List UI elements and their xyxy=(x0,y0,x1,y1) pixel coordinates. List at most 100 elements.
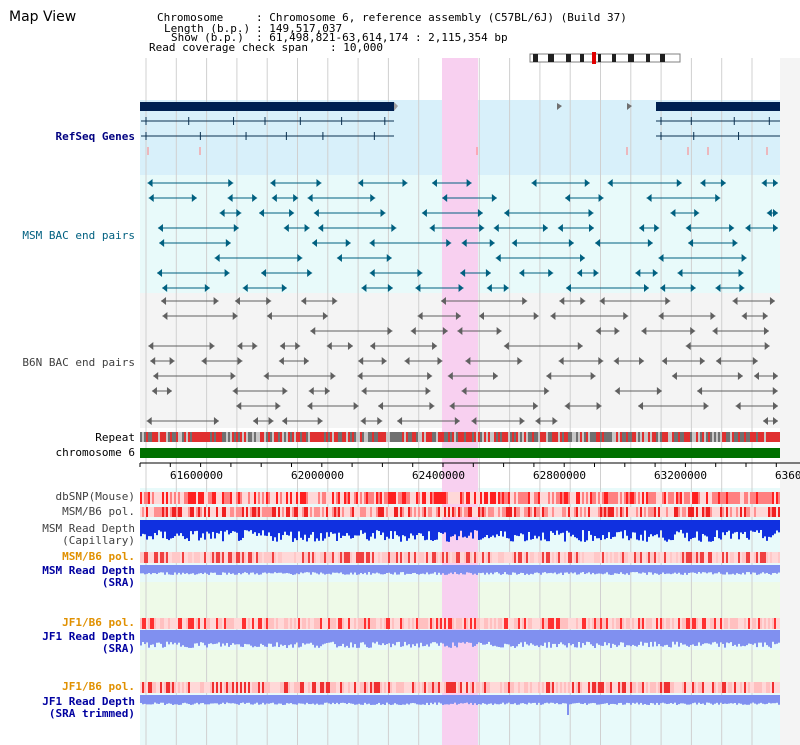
heat-mark xyxy=(224,618,226,629)
heat-mark xyxy=(198,507,200,517)
heat-mark xyxy=(316,682,318,693)
depth-bar xyxy=(754,520,756,532)
depth-bar xyxy=(560,695,562,705)
heat-mark xyxy=(668,682,670,693)
bac-end xyxy=(370,194,376,202)
repeat-mark xyxy=(516,432,518,442)
depth-bar xyxy=(330,630,332,643)
heat-mark xyxy=(370,492,372,504)
depth-bar xyxy=(270,520,272,537)
heat-mark xyxy=(318,507,320,517)
depth-bar xyxy=(384,630,386,646)
coverage-value: : 10,000 xyxy=(330,41,383,54)
depth-bar xyxy=(212,630,214,645)
depth-bar xyxy=(504,565,506,573)
heat-mark xyxy=(396,618,398,629)
heat-mark xyxy=(416,552,418,563)
heat-mark xyxy=(486,492,488,504)
bac-end xyxy=(738,269,744,277)
heat-mark xyxy=(410,552,412,563)
repeat-mark xyxy=(710,432,712,442)
heat-mark xyxy=(674,552,676,563)
bac-end xyxy=(232,312,238,320)
heat-mark xyxy=(678,682,680,693)
depth-bar xyxy=(536,520,538,539)
bac-end xyxy=(157,269,163,277)
bac-end xyxy=(252,417,258,425)
repeat-mark xyxy=(634,432,636,442)
depth-bar xyxy=(516,565,518,575)
heat-mark xyxy=(378,492,380,504)
heat-mark xyxy=(188,507,190,517)
depth-bar xyxy=(330,520,332,533)
bac-end xyxy=(461,239,467,247)
heat-mark xyxy=(598,618,600,629)
depth-bar xyxy=(430,695,432,703)
heat-mark xyxy=(274,552,276,563)
track-label-msm-bac[interactable]: MSM BAC end pairs xyxy=(22,229,135,242)
heat-mark xyxy=(202,552,204,563)
heat-mark xyxy=(550,492,552,504)
heat-mark xyxy=(302,618,304,629)
bac-end xyxy=(157,224,163,232)
depth-bar xyxy=(236,695,238,705)
depth-bar xyxy=(502,520,504,537)
bac-end xyxy=(307,194,313,202)
heat-mark xyxy=(192,618,194,629)
heat-mark xyxy=(148,507,150,517)
heat-mark xyxy=(380,552,382,563)
depth-bar xyxy=(238,695,240,705)
heat-mark xyxy=(504,682,506,693)
heat-mark xyxy=(146,507,148,517)
heat-mark xyxy=(604,492,606,504)
depth-bar xyxy=(768,630,770,647)
heat-mark xyxy=(274,492,276,504)
bac-end xyxy=(432,342,438,350)
heat-mark xyxy=(722,492,724,504)
depth-bar xyxy=(452,695,454,704)
heat-mark xyxy=(400,507,402,517)
heat-mark xyxy=(464,507,466,517)
heat-mark xyxy=(666,492,668,504)
heat-mark xyxy=(474,507,476,517)
heat-mark xyxy=(422,682,424,693)
repeat-mark xyxy=(358,432,360,442)
track-label-refseq[interactable]: RefSeq Genes xyxy=(55,130,135,143)
depth-bar xyxy=(374,695,376,705)
bac-end xyxy=(148,194,154,202)
depth-bar xyxy=(156,695,158,704)
depth-bar xyxy=(144,565,146,575)
heat-mark xyxy=(772,492,774,504)
heat-mark xyxy=(244,618,246,629)
depth-bar xyxy=(456,520,458,541)
depth-bar xyxy=(460,630,462,643)
heat-mark xyxy=(510,507,512,517)
heat-mark xyxy=(680,682,682,693)
depth-bar xyxy=(390,565,392,574)
track-label-b6n-bac[interactable]: B6N BAC end pairs xyxy=(22,356,135,369)
heat-mark xyxy=(362,507,364,517)
heat-mark xyxy=(612,552,614,563)
bac-end xyxy=(431,179,437,187)
depth-bar xyxy=(298,565,300,575)
depth-bar xyxy=(552,630,554,644)
heat-mark xyxy=(710,618,712,629)
depth-bar xyxy=(148,695,150,705)
heat-mark xyxy=(754,507,756,517)
repeat-mark xyxy=(468,432,470,442)
depth-bar xyxy=(466,630,468,642)
heat-mark xyxy=(208,682,210,693)
depth-bar xyxy=(356,565,358,575)
heat-mark xyxy=(228,492,230,504)
repeat-mark xyxy=(696,432,698,442)
depth-bar xyxy=(374,565,376,574)
depth-bar xyxy=(354,520,356,536)
heat-mark xyxy=(252,552,254,563)
depth-bar xyxy=(548,565,550,574)
heat-mark xyxy=(560,507,562,517)
depth-bar xyxy=(448,630,450,648)
heat-mark xyxy=(352,618,354,629)
heat-mark xyxy=(674,682,676,693)
heat-mark xyxy=(538,682,540,693)
